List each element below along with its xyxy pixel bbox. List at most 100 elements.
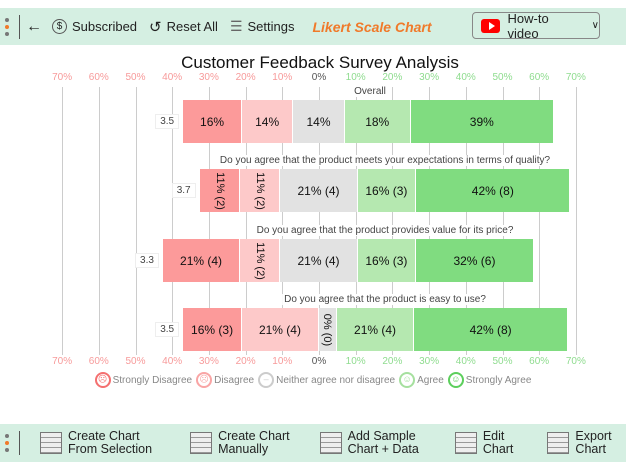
menu-dots-icon[interactable] [5,17,11,36]
bar-segment-strongly-disagree: 16% (3) [183,308,242,351]
bar-segment-strongly-agree: 39% [410,100,554,143]
segment-label: 32% (6) [453,253,496,268]
x-tick-top: 60% [529,72,550,83]
legend-label: Disagree [214,374,255,386]
sad-face-icon: ☹ [94,372,111,388]
x-tick-bottom: 40% [455,356,476,367]
segment-label: 11% (2) [213,171,226,210]
x-tick-bottom: 10% [272,356,293,367]
x-tick-bottom: 0% [311,356,327,367]
x-tick-top: 20% [235,72,256,83]
likert-chart: Customer Feedback Survey Analysis 70% 70%… [0,45,626,423]
segment-label: 14% [255,114,280,129]
x-tick-bottom: 70% [565,356,586,367]
export-chart-label: Export Chart [575,430,611,456]
divider [19,14,20,39]
bar-segment-agree: 21% (4) [337,308,415,351]
segment-label: 21% (4) [180,253,223,268]
x-tick-bottom: 10% [345,356,366,367]
legend-item: ☺ Agree [399,372,444,388]
question-label: Overall [352,86,388,97]
label-line: Chart + Data [347,442,419,456]
label-line: Manually [218,442,269,456]
legend-item: ☺ Strongly Agree [447,372,531,388]
youtube-icon [481,18,500,33]
bar-segment-strongly-agree: 32% (6) [416,239,534,282]
bar-segment-neither-agree-nor-disagree: 21% (4) [280,169,358,212]
segment-label: 16% (3) [191,322,234,337]
mean-score: 3.5 [155,114,180,129]
x-tick-bottom: 20% [235,356,256,367]
x-tick-top: 0% [311,72,327,83]
bar-segment-agree: 16% (3) [357,239,417,282]
x-tick-bottom: 70% [52,356,73,367]
export-chart-button[interactable]: Export Chart [547,430,612,456]
create-from-selection-label: Create Chart From Selection [68,430,152,456]
bar-segment-disagree: 21% (4) [241,308,319,351]
x-tick-top: 70% [52,72,73,83]
gridline [245,87,247,355]
x-tick-top: 60% [88,72,109,83]
create-manually-button[interactable]: Create Chart Manually [190,430,290,456]
segment-label: 16% [200,114,225,129]
gridline [575,87,577,355]
legend-item: – Neither agree nor disagree [258,372,395,388]
top-toolbar: ← $ Subscribed ↺ Reset All ☰ Settings Liker… [0,8,626,45]
table-icon [40,432,62,454]
x-tick-top: 50% [492,72,513,83]
bar-segment-strongly-disagree: 21% (4) [163,239,241,282]
bar-segment-disagree: 11% (2) [240,239,281,282]
label-line: Export [575,429,612,443]
x-tick-top: 30% [198,72,219,83]
edit-chart-button[interactable]: Edit Chart [454,430,514,456]
segment-label: 42% (8) [469,322,512,337]
x-tick-bottom: 60% [529,356,550,367]
reset-all-button[interactable]: ↺ Reset All [149,18,218,36]
legend-label: Strongly Disagree [112,374,193,386]
x-tick-top: 40% [455,72,476,83]
gridline [465,87,467,355]
gridline [539,87,541,355]
create-manually-label: Create Chart Manually [218,430,290,456]
edit-chart-icon [454,432,477,454]
bar-segment-neither-agree-nor-disagree: 14% [293,100,345,143]
settings-button[interactable]: ☰ Settings [230,18,295,35]
question-label: Do you agree that the product meets your… [217,155,553,166]
segment-label: 21% (4) [258,322,301,337]
legend-item: ☹ Strongly Disagree [94,372,193,388]
legend-item: ☹ Disagree [196,372,254,388]
bar-segment-disagree: 14% [241,100,294,143]
label-line: Chart [575,442,606,456]
x-tick-bottom: 50% [492,356,513,367]
add-sample-button[interactable]: Add Sample Chart + Data [319,430,419,456]
gridline [355,87,357,355]
segment-label: 39% [469,114,494,129]
mean-score: 3.3 [135,253,159,268]
chevron-down-icon: ∨ [591,20,599,31]
bar-segment-disagree: 11% (2) [240,169,281,212]
segment-label: 16% (3) [365,253,408,268]
gridline [135,87,137,355]
subscribed-button[interactable]: $ Subscribed [52,19,137,34]
smiley-face-icon: ☺ [447,372,464,388]
x-tick-bottom: 40% [162,356,183,367]
back-arrow-icon[interactable]: ← [26,17,42,35]
gridline [282,87,284,355]
x-tick-top: 10% [272,72,293,83]
how-to-video-button[interactable]: How-to video ∨ [472,10,600,41]
create-from-selection-button[interactable]: Create Chart From Selection [40,430,152,456]
gridline [319,87,320,355]
label-line: Create Chart [218,429,290,443]
label-line: Chart [482,442,514,456]
x-tick-top: 20% [382,72,403,83]
segment-label: 21% (4) [354,322,397,337]
bar-segment-agree: 16% (3) [357,169,417,212]
add-sample-label: Add Sample Chart + Data [348,430,419,456]
gridline [392,87,394,355]
question-label: Do you agree that the product provides v… [254,225,516,236]
how-to-label: How-to video [507,10,549,41]
x-tick-bottom: 20% [382,356,403,367]
dollar-circle-icon: $ [52,19,67,34]
menu-dots-icon[interactable] [5,434,11,452]
smiley-face-icon: ☺ [399,372,416,388]
